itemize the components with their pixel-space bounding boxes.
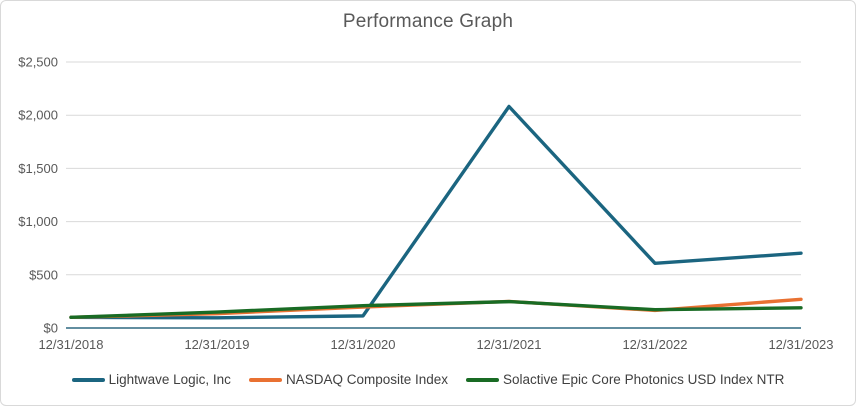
y-tick-label: $1,500	[18, 161, 58, 176]
x-tick-label: 12/31/2019	[184, 337, 249, 352]
chart-legend: Lightwave Logic, Inc NASDAQ Composite Ind…	[1, 372, 855, 387]
y-tick-label: $500	[29, 267, 58, 282]
legend-label: Solactive Epic Core Photonics USD Index …	[503, 372, 785, 387]
legend-item: NASDAQ Composite Index	[248, 372, 449, 387]
legend-line-swatch	[466, 377, 500, 382]
legend-label: NASDAQ Composite Index	[285, 372, 449, 387]
plot-area: $0 $500 $1,000 $1,500 $2,000 $2,500 12/31/2018…	[18, 55, 833, 353]
series-line-0	[69, 104, 803, 320]
chart-title: Performance Graph	[342, 11, 514, 32]
legend-line-swatch	[71, 377, 105, 382]
y-tick-label: $2,000	[18, 108, 58, 123]
legend-item: Solactive Epic Core Photonics USD Index …	[466, 372, 784, 387]
x-tick-label: 12/31/2022	[622, 337, 687, 352]
x-tick-label: 12/31/2020	[330, 337, 395, 352]
y-tick-label: $2,500	[18, 55, 58, 70]
y-tick-label: $0	[44, 321, 58, 336]
legend-line-swatch	[248, 377, 282, 382]
x-tick-label: 12/31/2023	[768, 337, 833, 352]
legend-label: Lightwave Logic, Inc	[108, 372, 231, 387]
x-tick-label: 12/31/2021	[476, 337, 541, 352]
x-tick-label: 12/31/2018	[38, 337, 103, 352]
series-line-2	[69, 299, 803, 320]
y-tick-label: $1,000	[18, 214, 58, 229]
legend-item: Lightwave Logic, Inc	[71, 372, 231, 387]
